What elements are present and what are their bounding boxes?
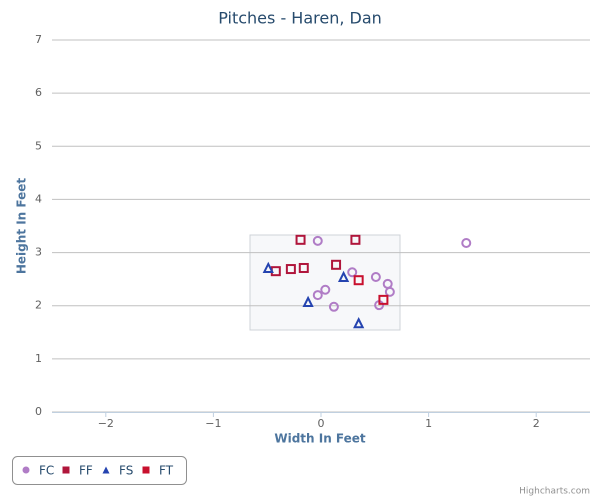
- legend-box: [12, 456, 187, 485]
- x-axis-title: Width In Feet: [274, 432, 366, 446]
- point: [347, 267, 358, 278]
- y-tick-label: 7: [35, 33, 42, 46]
- point: [384, 286, 395, 297]
- point: [331, 259, 342, 270]
- y-tick-label: 2: [35, 299, 42, 312]
- legend-label[interactable]: FS: [119, 464, 133, 478]
- legend-label[interactable]: FT: [159, 464, 174, 478]
- point: [461, 238, 472, 249]
- chart-title: Pitches - Haren, Dan: [218, 9, 382, 28]
- y-tick-label: 4: [35, 192, 42, 205]
- credits[interactable]: Highcharts.com: [519, 487, 590, 497]
- x-tick-label: 0: [318, 417, 325, 430]
- y-tick-label: 5: [35, 139, 42, 152]
- x-tick-label: −1: [205, 417, 221, 430]
- point: [320, 284, 331, 295]
- strike-zone: [249, 234, 401, 331]
- point: [353, 317, 365, 329]
- point: [370, 272, 381, 283]
- point: [337, 270, 350, 283]
- point: [378, 294, 389, 305]
- legend-symbol: [142, 466, 150, 474]
- legend-symbol: [102, 466, 110, 474]
- y-tick-label: 6: [35, 86, 42, 99]
- point: [262, 261, 274, 273]
- x-tick-label: 2: [533, 417, 540, 430]
- point: [353, 275, 364, 286]
- point: [302, 295, 314, 307]
- legend-symbol: [62, 466, 70, 474]
- point: [285, 264, 296, 275]
- y-tick-label: 3: [35, 246, 42, 259]
- point: [350, 234, 361, 245]
- y-tick-label: 1: [35, 352, 42, 365]
- y-tick-label: 0: [35, 405, 42, 418]
- y-axis-title: Height In Feet: [15, 178, 29, 275]
- legend-symbol: [22, 466, 30, 474]
- point: [298, 262, 309, 273]
- x-tick-label: 1: [425, 417, 432, 430]
- x-tick-label: −2: [98, 417, 114, 430]
- legend-label[interactable]: FF: [79, 464, 93, 478]
- point: [312, 235, 323, 246]
- legend-label[interactable]: FC: [39, 464, 54, 478]
- point: [312, 290, 323, 301]
- point: [295, 234, 306, 245]
- point: [328, 301, 339, 312]
